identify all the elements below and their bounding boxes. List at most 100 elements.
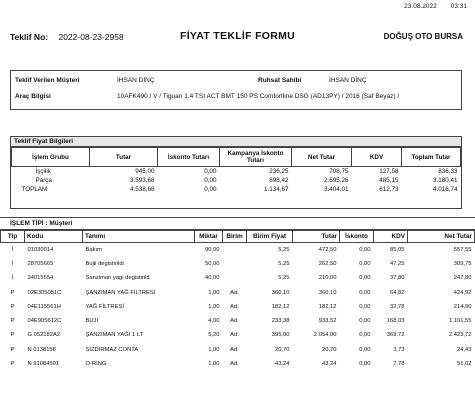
price-table: İşlem Grubu Tutar İskonto Tutarı Kampany… — [11, 147, 461, 194]
cell-vat: 47,25 — [389, 260, 405, 267]
cell-code: 04E905612C — [27, 318, 62, 325]
cell-net: 24,43 — [456, 346, 472, 353]
table-cell: 3.593,68 — [129, 177, 155, 184]
table-cell: 945,00 — [135, 168, 155, 175]
cell-unit — [223, 257, 247, 271]
cell-amount: 933,52 — [318, 318, 337, 325]
cell-unit-price: 5,25 — [278, 260, 290, 267]
cell-type: İ — [11, 260, 14, 267]
cell-description: Bakım — [85, 246, 102, 253]
cell-description: O-RING — [85, 361, 107, 368]
cell-discount: 0,00 — [359, 246, 371, 253]
price-section-title: Teklif Fiyat Bilgileri — [11, 137, 461, 147]
cell-type: P — [10, 303, 15, 310]
cell-discount: 0,00 — [359, 346, 371, 353]
cell-type: P — [10, 318, 15, 325]
cell-code: N 0138158 — [27, 346, 56, 353]
col-header: Birim — [222, 230, 247, 243]
cell-type: P — [10, 332, 15, 339]
col-header: Miktar — [194, 230, 223, 243]
cell-description: SIZDIRMAZ CONTA — [85, 346, 139, 353]
table-cell: İşçilik — [35, 168, 51, 175]
cell-net: 214,90 — [453, 303, 472, 310]
cell-quantity: 4,00 — [208, 318, 220, 325]
col-header: KDV — [373, 230, 408, 243]
cell-description: ŞANZIMAN YAĞI 1 LT — [85, 332, 144, 339]
cell-type: İ — [11, 275, 14, 282]
table-row: Parça 3.593,68 0,00 898,42 2.695,26 485,… — [12, 176, 461, 185]
cell-unit — [223, 271, 247, 285]
cell-discount: 0,00 — [359, 332, 371, 339]
cell-quantity: 40,00 — [204, 275, 220, 282]
table-row: P 04E115561H YAĞ FİLTRESİ 1,00 Ad. 182,1… — [1, 300, 475, 314]
cell-net: 309,75 — [453, 260, 472, 267]
col-header: Net Tutar — [407, 230, 475, 243]
vehicle-label: Araç Bilgisi — [15, 93, 51, 100]
cell-unit-price: 360,10 — [271, 289, 290, 296]
cell-vat: 32,78 — [389, 303, 405, 310]
col-header: Kodu — [24, 230, 83, 243]
cell-type: P — [10, 346, 15, 353]
cell-unit-price: 5,25 — [278, 275, 290, 282]
table-row: P N 91084501 O-RING 1,00 Ad. 43,24 43,24… — [1, 357, 475, 371]
table-cell: 1.134,67 — [263, 186, 289, 193]
cell-code: 04E115561H — [27, 303, 61, 310]
col-header: Tanımı — [82, 230, 195, 243]
table-cell: Parça — [35, 177, 52, 184]
cell-vat: 7,78 — [393, 361, 405, 368]
cell-net: 2.423,72 — [448, 332, 472, 339]
cell-unit-price: 5,25 — [278, 246, 290, 253]
cell-amount: 360,10 — [318, 289, 337, 296]
cell-code: 01030014 — [27, 246, 54, 253]
table-cell: 4.016,74 — [432, 186, 458, 193]
table-cell: 127,58 — [379, 168, 399, 175]
cell-unit: Ad. — [230, 332, 239, 339]
cell-amount: 182,12 — [318, 303, 337, 310]
cell-amount: 20,70 — [321, 346, 337, 353]
cell-quantity: 1,00 — [208, 303, 220, 310]
customer-line: Teklif Verilen Müşteri — [15, 77, 80, 84]
owner-label: Ruhsat Sahibi — [258, 77, 302, 84]
table-row: İ 28705665 Bujii degistirildi 50,00 5,25… — [1, 257, 475, 271]
cell-code: N 91084501 — [27, 361, 60, 368]
table-row: İ 01030014 Bakım 90,00 5,25 472,50 0,00 … — [1, 243, 475, 257]
table-row: P 02E305051C ŞANZIMAN YAĞ FİLTRESİ 1,00 … — [1, 285, 475, 299]
col-header: Kampanya İskonto Tutarı — [219, 147, 292, 167]
cell-vat: 64,82 — [389, 289, 405, 296]
operations-table: Tip Kodu Tanımı Miktar Birim Birim Fiyat… — [0, 230, 475, 371]
price-header-row: İşlem Grubu Tutar İskonto Tutarı Kampany… — [11, 147, 461, 167]
table-row: İ 34015554 Sanziman yagi degistirild 40,… — [1, 271, 475, 285]
quote-number: Teklif No: 2022-08-23-2958 — [10, 32, 124, 42]
table-row-total: TOPLAM 4.538,68 0,00 1.134,67 3.404,01 6… — [12, 185, 461, 194]
cell-unit-price: 20,70 — [274, 346, 290, 353]
col-header: İskonto Tutarı — [157, 147, 220, 167]
table-cell: 3.404,01 — [323, 186, 349, 193]
cell-discount: 0,00 — [359, 275, 371, 282]
cell-quantity: 50,00 — [204, 260, 220, 267]
table-cell: 485,15 — [379, 177, 399, 184]
price-info-box: Teklif Fiyat Bilgileri İşlem Grubu Tutar… — [10, 136, 462, 209]
col-header: Birim Fiyat — [246, 230, 293, 243]
cell-discount: 0,00 — [359, 260, 371, 267]
cell-amount: 210,00 — [318, 275, 337, 282]
print-date: 23.08.2022 — [404, 3, 437, 10]
cell-unit: Ad. — [230, 361, 239, 368]
cell-vat: 369,72 — [386, 332, 405, 339]
cell-amount: 472,50 — [318, 246, 337, 253]
cell-net: 1.101,55 — [448, 318, 472, 325]
table-cell: 4.538,68 — [129, 186, 155, 193]
quote-number-label: Teklif No: — [10, 32, 49, 42]
cell-vat: 168,03 — [386, 318, 405, 325]
cell-net: 51,02 — [456, 361, 472, 368]
customer-info-box: Teklif Verilen Müşteri İHSAN DİNÇ Ruhsat… — [10, 70, 462, 110]
col-header: KDV — [351, 147, 402, 167]
cell-quantity: 90,00 — [204, 246, 220, 253]
cell-description: YAĞ FİLTRESİ — [85, 303, 124, 310]
cell-unit: Ad. — [230, 289, 239, 296]
print-time: 03:31 — [450, 3, 467, 10]
cell-net: 424,92 — [453, 289, 472, 296]
cell-code: 02E305051C — [27, 289, 62, 296]
dealer-name: DOĞUŞ OTO BURSA — [383, 32, 463, 41]
owner-value: İHSAN DİNÇ — [329, 77, 367, 84]
vehicle-value: 10AFK490 / V / Tiguan 1.4 TSI ACT BMT 15… — [117, 93, 400, 100]
